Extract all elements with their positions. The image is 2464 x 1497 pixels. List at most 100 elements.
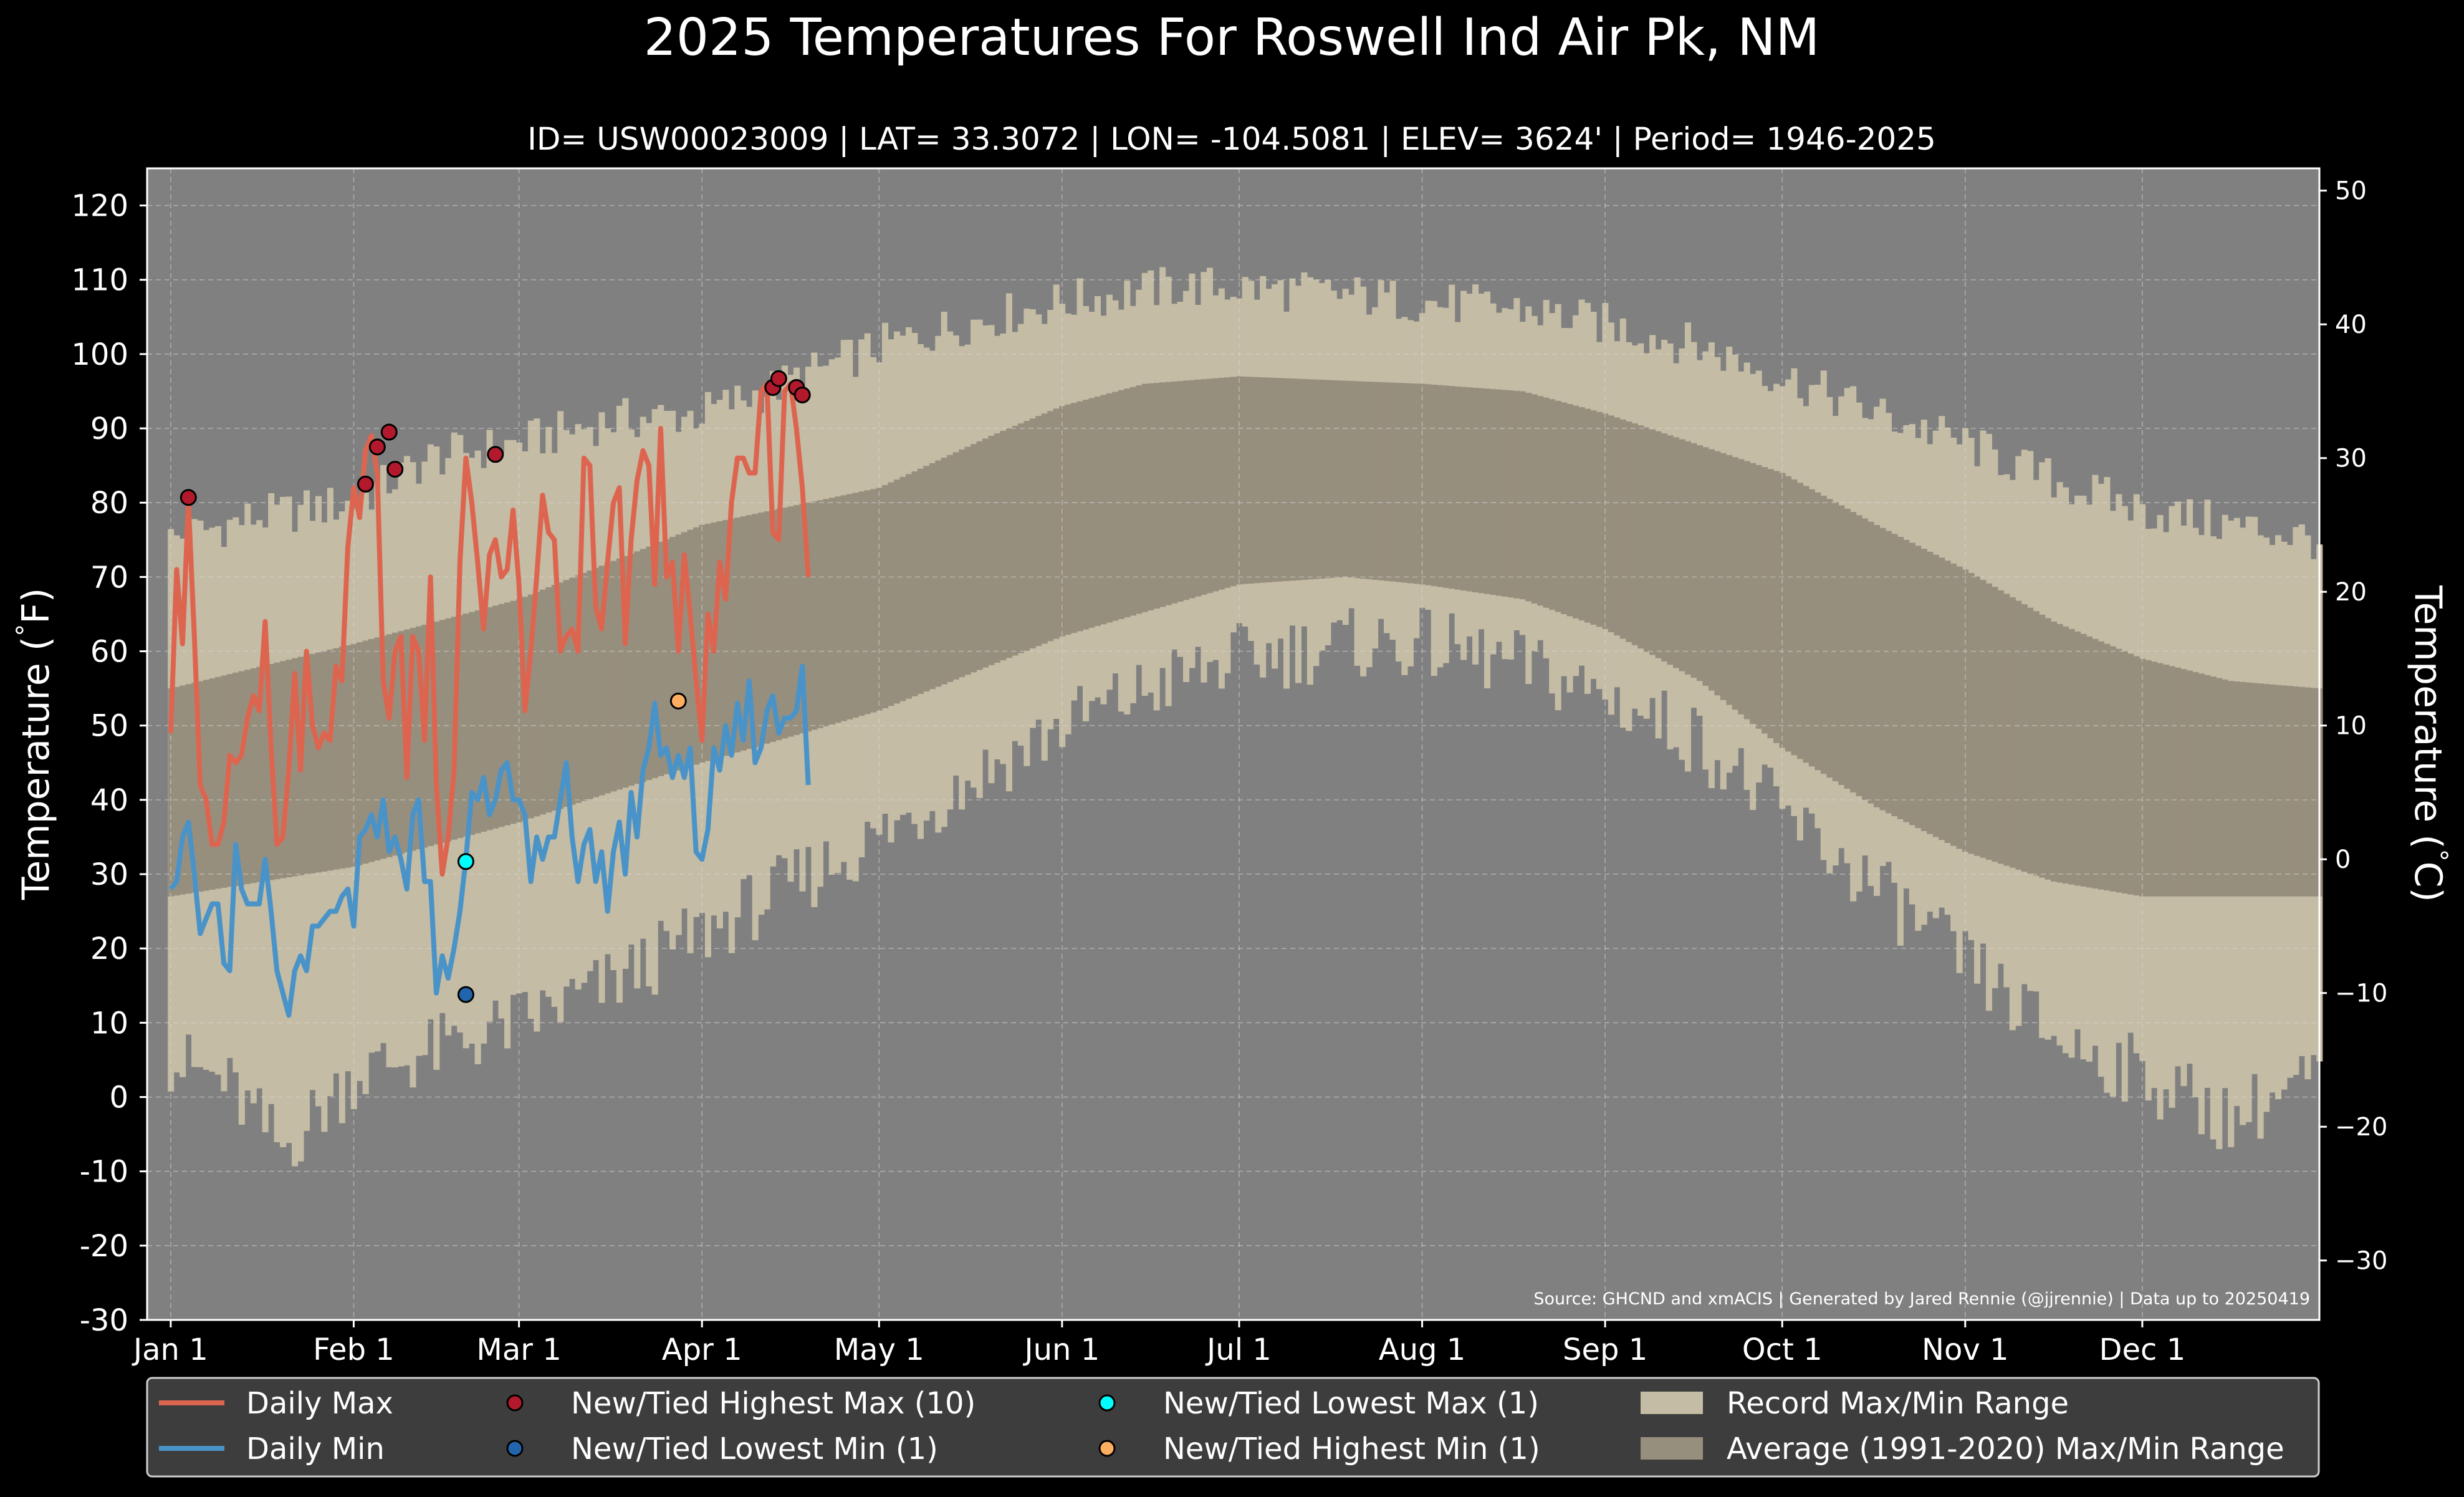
average-range-bar [1714, 451, 1721, 696]
y-tick-label-celsius: −10 [2335, 980, 2387, 1008]
x-tick-label: Apr 1 [662, 1332, 742, 1367]
average-range-bar [498, 604, 505, 827]
average-range-bar [1690, 443, 1697, 678]
average-range-bar [793, 505, 800, 735]
average-range-bar [481, 609, 487, 832]
average-range-bar [1366, 382, 1373, 580]
average-range-bar [669, 537, 676, 773]
legend-label-daily-max: Daily Max [246, 1386, 393, 1421]
average-range-bar [1472, 387, 1479, 592]
average-range-bar [1590, 410, 1597, 625]
average-range-bar [327, 649, 333, 871]
average-range-bar [380, 635, 387, 859]
average-range-bar [923, 466, 930, 692]
average-range-bar [929, 463, 936, 690]
y-tick-label: 50 [90, 709, 128, 744]
average-range-bar [1992, 587, 1998, 862]
average-range-bar [2063, 626, 2069, 884]
average-range-bar [1017, 423, 1024, 653]
average-range-bar [1000, 431, 1007, 661]
average-range-bar [2216, 678, 2223, 897]
average-range-bar [1920, 549, 1927, 831]
average-range-bar [2116, 648, 2122, 893]
y-tick-label: 110 [71, 263, 128, 298]
average-range-bar [1460, 387, 1467, 591]
average-range-bar [587, 570, 593, 799]
average-range-bar [1289, 378, 1296, 581]
legend-label-new-highest-max-marker: New/Tied Highest Max (10) [571, 1386, 976, 1421]
average-range-bar [1885, 531, 1892, 814]
average-range-bar [1029, 418, 1036, 648]
average-range-bar [2281, 685, 2288, 897]
average-range-bar [2080, 633, 2087, 887]
y-tick-label: -10 [80, 1155, 128, 1190]
average-range-bar [1047, 411, 1054, 642]
average-range-bar [752, 514, 759, 748]
average-range-bar [1383, 382, 1391, 581]
average-range-bar [1832, 502, 1839, 782]
legend-label-average-range: Average (1991-2020) Max/Min Range [1727, 1432, 2284, 1466]
average-range-bar [1844, 508, 1851, 789]
average-range-bar [504, 602, 511, 826]
average-range-bar [1779, 473, 1786, 748]
average-range-bar [1206, 378, 1213, 594]
legend-swatch-new-lowest-max-marker [1098, 1394, 1116, 1412]
average-range-bar [1750, 463, 1757, 724]
new-lowest-max-marker [457, 853, 474, 870]
average-range-bar [2015, 600, 2022, 870]
average-range-bar [2251, 683, 2258, 897]
average-range-bar [1791, 479, 1798, 756]
average-range-bar [1980, 580, 1987, 858]
average-range-bar [728, 519, 735, 754]
y-tick-label: 10 [90, 1006, 128, 1041]
average-range-bar [1466, 387, 1473, 592]
average-range-bar [362, 640, 369, 864]
average-range-bar [457, 615, 464, 839]
average-range-bar [1118, 390, 1124, 619]
average-range-bar [2298, 686, 2305, 897]
average-range-bar [2086, 636, 2093, 888]
y-tick-label-celsius: −20 [2335, 1113, 2387, 1142]
average-range-bar [858, 491, 865, 716]
new-lowest-min-marker [457, 986, 474, 1003]
average-range-bar [292, 658, 299, 877]
average-range-bar [1549, 399, 1556, 610]
average-range-bar [1395, 383, 1402, 582]
average-range-bar [1005, 428, 1012, 658]
average-range-bar [173, 686, 180, 896]
average-range-bar [1177, 381, 1184, 602]
average-range-bar [534, 592, 540, 817]
average-range-bar [563, 580, 570, 807]
average-range-bar [1573, 405, 1580, 619]
average-range-bar [1165, 382, 1172, 605]
average-range-bar [1561, 402, 1568, 614]
average-range-bar [628, 554, 635, 786]
average-range-bar [1313, 379, 1320, 579]
average-range-bar [238, 671, 245, 885]
y-tick-label: -20 [80, 1229, 128, 1264]
average-range-bar [1183, 380, 1190, 600]
average-range-bar [374, 637, 381, 860]
average-range-bar [303, 655, 310, 875]
average-range-bar [1248, 377, 1255, 584]
average-range-bar [988, 435, 995, 665]
x-tick-label: Aug 1 [1379, 1332, 1466, 1367]
average-range-bar [787, 506, 794, 737]
average-range-bar [1035, 416, 1042, 647]
average-range-bar [846, 494, 853, 720]
average-range-bar [386, 634, 393, 857]
average-range-bar [527, 594, 534, 819]
y-tick-label: 0 [109, 1081, 128, 1115]
average-range-bar [651, 544, 658, 778]
average-range-bar [994, 433, 1001, 663]
plot-area: Source: GHCND and xmACIS | Generated by … [146, 167, 2323, 1321]
average-range-bar [1743, 461, 1750, 720]
average-range-bar [764, 511, 770, 744]
average-range-bar [817, 500, 823, 728]
average-range-bar [539, 589, 546, 815]
average-range-bar [2045, 618, 2051, 880]
average-range-bar [2310, 688, 2317, 897]
record-markers [180, 370, 811, 1003]
average-range-bar [1218, 377, 1225, 590]
